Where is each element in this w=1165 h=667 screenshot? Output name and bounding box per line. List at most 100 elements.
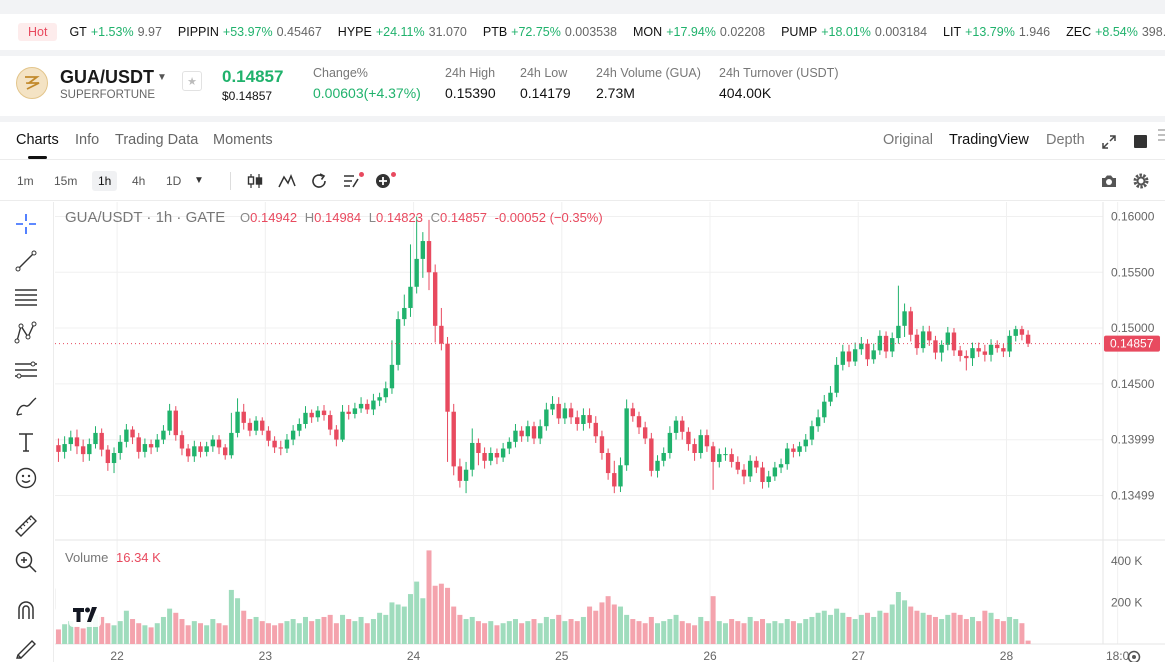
pattern-icon[interactable] <box>14 321 38 345</box>
collapse-panel-handle[interactable] <box>48 588 56 610</box>
ticker-item[interactable]: PTB +72.75% 0.003538 <box>483 25 617 39</box>
stat-24h-high: 24h High 0.15390 <box>445 66 496 101</box>
fullscreen-icon[interactable] <box>1101 134 1117 150</box>
volume-bar <box>834 608 840 644</box>
crosshair-icon[interactable] <box>14 212 38 236</box>
volume-bar <box>871 616 877 644</box>
timeframe-dropdown-icon[interactable]: ▼ <box>194 175 204 186</box>
volume-bar <box>358 616 364 644</box>
ticker-item[interactable]: ZEC+8.54%398.47 <box>1066 25 1165 39</box>
trend-line-icon[interactable] <box>14 249 38 273</box>
volume-bar <box>661 621 667 644</box>
volume-bar <box>784 619 790 644</box>
candle-body <box>772 467 778 477</box>
ticker-item[interactable]: PIPPIN +53.97% 0.45467 <box>178 25 322 39</box>
timeframe-15m[interactable]: 15m <box>54 174 78 188</box>
volume-bar <box>908 606 914 644</box>
volume-bar <box>74 626 80 644</box>
indicators-icon[interactable] <box>278 172 296 190</box>
emoji-icon[interactable] <box>14 466 38 490</box>
chart-canvas[interactable]: 0.16000 0.15500 0.15000 0.14500 0.13999 0.134… <box>43 202 1165 664</box>
stat-label: 24h Turnover (USDT) <box>719 66 839 80</box>
ruler-icon[interactable] <box>14 514 38 538</box>
view-original[interactable]: Original <box>883 132 933 148</box>
candle-body <box>494 452 500 458</box>
candle-body <box>815 417 821 427</box>
stat-value: 404.00K <box>719 85 772 101</box>
volume-bar <box>790 621 796 644</box>
candle-body <box>179 435 185 449</box>
hot-badge[interactable]: Hot <box>18 23 58 41</box>
ticker-item[interactable]: MON +17.94% 0.02208 <box>633 25 765 39</box>
candle-body <box>698 435 703 453</box>
brush-icon[interactable] <box>14 394 38 418</box>
settings-gear-icon[interactable] <box>1132 172 1150 190</box>
volume-bar <box>679 621 685 644</box>
candle-body <box>476 442 481 453</box>
candle-body <box>136 437 141 452</box>
candle-body <box>680 420 685 432</box>
candle-body <box>803 439 808 447</box>
time-axis-settings-icon[interactable] <box>1127 650 1141 664</box>
timeframe-4h[interactable]: 4h <box>132 174 146 188</box>
divider <box>0 50 1165 56</box>
chart-grid <box>55 202 1165 645</box>
tab-moments[interactable]: Moments <box>213 132 273 148</box>
timeframe-1m[interactable]: 1m <box>17 174 34 188</box>
zoom-in-icon[interactable] <box>14 550 38 574</box>
add-indicator-icon[interactable] <box>374 172 392 190</box>
magnet-icon[interactable] <box>14 599 38 623</box>
tradingview-chart[interactable]: 0.16000 0.15500 0.15000 0.14500 0.13999 0.134… <box>43 202 1165 664</box>
pair-name[interactable]: GUA/USDT <box>60 67 154 87</box>
volume-bar <box>241 610 247 644</box>
pair-dropdown-icon[interactable]: ▼ <box>157 72 167 83</box>
camera-icon[interactable] <box>1100 172 1118 190</box>
volume-bar <box>778 623 784 644</box>
volume-bar <box>445 587 451 644</box>
timeframe-1h[interactable]: 1h <box>92 171 118 191</box>
stat-24h-low: 24h Low 0.14179 <box>520 66 571 101</box>
stat-label: 24h High <box>445 66 496 80</box>
view-depth[interactable]: Depth <box>1046 132 1085 148</box>
refresh-icon[interactable] <box>310 172 328 190</box>
horizontal-lines-icon[interactable] <box>14 285 38 309</box>
layout-square-icon[interactable] <box>1134 135 1147 148</box>
ticker-item[interactable]: GT +1.53% 9.97 <box>69 25 161 39</box>
volume-tick-label: 400 K <box>1111 554 1142 568</box>
ticker-item[interactable]: HYPE +24.11% 31.070 <box>338 25 467 39</box>
candle-body <box>445 343 450 412</box>
drawing-toolbar <box>0 202 54 662</box>
volume-bar <box>636 621 642 644</box>
volume-bar <box>321 616 327 644</box>
candle-body <box>883 335 889 352</box>
candle-body <box>587 415 592 423</box>
candle-body <box>568 408 574 418</box>
templates-icon[interactable] <box>342 172 360 190</box>
candle-body <box>642 427 648 439</box>
volume-bar <box>290 619 296 644</box>
volume-bar <box>167 608 173 644</box>
candle-body <box>852 349 858 362</box>
view-tradingview[interactable]: TradingView <box>949 132 1029 148</box>
candle-body <box>575 417 580 424</box>
more-menu-icon[interactable] <box>1157 128 1165 142</box>
tab-charts[interactable]: Charts <box>16 132 59 159</box>
volume-bar <box>624 614 630 644</box>
timeframe-1d[interactable]: 1D <box>166 174 182 188</box>
tab-trading-data[interactable]: Trading Data <box>115 132 199 148</box>
volume-bar <box>1025 640 1031 644</box>
ticker-item[interactable]: LIT +13.79% 1.946 <box>943 25 1050 39</box>
time-tick-label: 26 <box>703 649 717 662</box>
candle-body <box>951 332 957 351</box>
tab-info[interactable]: Info <box>75 132 100 148</box>
candle-body <box>334 429 339 440</box>
volume-bar <box>272 625 278 644</box>
lock-drawings-icon[interactable] <box>14 635 38 659</box>
fib-retracement-icon[interactable] <box>14 358 38 382</box>
candle-body <box>198 446 203 452</box>
ticker-item[interactable]: PUMP +18.01% 0.003184 <box>781 25 927 39</box>
favorite-star-icon[interactable]: ★ <box>182 71 202 91</box>
text-tool-icon[interactable] <box>14 430 38 454</box>
candle-body <box>284 439 290 449</box>
candle-type-icon[interactable] <box>246 172 264 190</box>
